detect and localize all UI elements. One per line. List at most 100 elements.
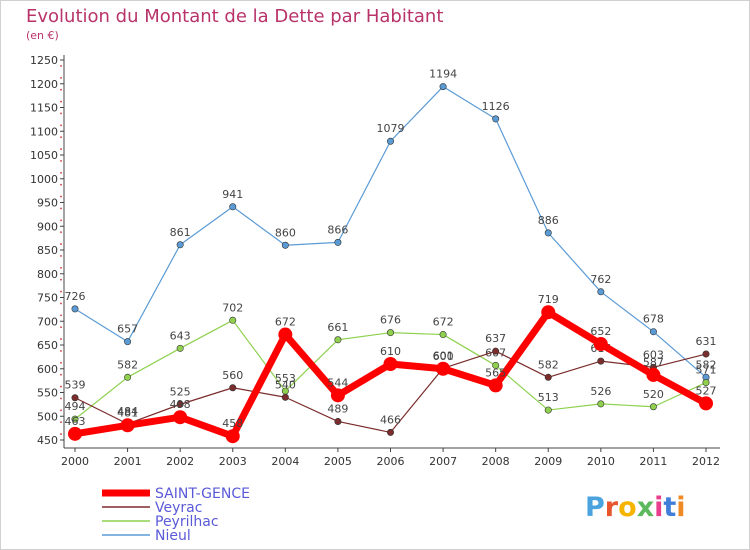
data-point-peyrilhac xyxy=(71,415,79,423)
data-point-saint-gence xyxy=(120,418,135,433)
data-label-nieul: 1126 xyxy=(482,100,510,113)
x-tick-label: 2005 xyxy=(324,455,352,468)
data-label-saint-gence: 458 xyxy=(222,417,243,430)
y-minor-tick xyxy=(60,231,62,234)
y-minor-tick xyxy=(60,243,62,245)
data-point-peyrilhac xyxy=(334,336,342,344)
y-minor-tick xyxy=(60,160,62,162)
series-nieul: 726 657 861 941 860 866 1079 1194 1126 886 762 678 5… xyxy=(65,68,717,381)
y-minor-tick xyxy=(60,350,62,352)
data-label-peyrilhac: 672 xyxy=(433,316,454,329)
x-tick-label: 2007 xyxy=(429,455,457,468)
y-minor-tick xyxy=(60,266,62,269)
data-label-saint-gence: 652 xyxy=(590,325,611,338)
data-point-peyrilhac xyxy=(124,373,132,381)
proxiti-logo: Proxiti xyxy=(585,492,686,523)
data-point-veyrac xyxy=(281,393,289,401)
data-point-saint-gence xyxy=(225,429,240,444)
data-point-nieul xyxy=(439,83,447,91)
y-minor-tick xyxy=(60,76,62,79)
data-point-peyrilhac xyxy=(492,361,500,369)
data-point-saint-gence xyxy=(278,327,293,342)
y-tick-label: 700 xyxy=(37,315,58,328)
data-label-veyrac: 637 xyxy=(485,332,506,345)
data-point-peyrilhac xyxy=(229,316,237,324)
y-minor-tick xyxy=(60,124,62,127)
data-point-nieul xyxy=(176,241,184,249)
y-minor-tick xyxy=(60,255,62,257)
y-tick-label: 1000 xyxy=(30,173,58,186)
data-label-veyrac: 601 xyxy=(433,349,454,362)
data-label-saint-gence: 719 xyxy=(538,293,559,306)
data-point-nieul xyxy=(71,305,79,313)
y-minor-tick xyxy=(60,65,62,67)
data-point-nieul xyxy=(124,338,132,346)
data-point-veyrac xyxy=(492,347,500,355)
data-label-saint-gence: 587 xyxy=(643,356,664,369)
data-label-veyrac: 540 xyxy=(275,378,296,391)
x-tick-label: 2008 xyxy=(482,455,510,468)
y-minor-tick xyxy=(60,433,62,435)
y-minor-tick xyxy=(60,88,62,91)
y-tick-label: 550 xyxy=(37,387,58,400)
data-label-saint-gence: 600 xyxy=(433,350,454,363)
y-minor-tick xyxy=(60,326,62,329)
series-saint-gence: 463 481 498 458 672 544 610 600 565 719 652 587 527 xyxy=(65,293,717,444)
data-point-saint-gence xyxy=(646,367,661,382)
y-tick-label: 1100 xyxy=(30,125,58,138)
x-tick-label: 2011 xyxy=(639,455,667,468)
x-tick-label: 2010 xyxy=(587,455,615,468)
data-label-nieul: 860 xyxy=(275,226,296,239)
x-tick-label: 2009 xyxy=(534,455,562,468)
data-label-nieul: 678 xyxy=(643,313,664,326)
data-label-nieul: 941 xyxy=(222,188,243,201)
data-point-peyrilhac xyxy=(386,329,394,337)
data-label-peyrilhac: 571 xyxy=(696,364,717,377)
data-label-veyrac: 484 xyxy=(117,405,138,418)
x-tick-label: 2000 xyxy=(61,455,89,468)
data-label-nieul: 1079 xyxy=(377,122,405,135)
data-point-saint-gence xyxy=(488,378,503,393)
x-tick-label: 2012 xyxy=(692,455,720,468)
data-label-veyrac: 539 xyxy=(65,379,86,392)
logo-letter: o xyxy=(618,492,637,523)
data-label-nieul: 726 xyxy=(65,290,86,303)
data-point-nieul xyxy=(597,288,605,296)
y-minor-tick xyxy=(60,207,62,210)
y-tick-label: 850 xyxy=(37,244,58,257)
data-point-veyrac xyxy=(702,350,710,358)
y-minor-tick xyxy=(60,171,62,174)
data-point-veyrac xyxy=(544,373,552,381)
y-tick-label: 650 xyxy=(37,339,58,352)
data-label-nieul: 861 xyxy=(170,226,191,239)
y-tick-label: 1150 xyxy=(30,102,58,115)
x-tick-label: 2003 xyxy=(219,455,247,468)
data-label-peyrilhac: 494 xyxy=(65,400,86,413)
data-point-nieul xyxy=(492,115,500,123)
data-label-peyrilhac: 702 xyxy=(222,301,243,314)
y-tick-label: 950 xyxy=(37,197,58,210)
data-label-saint-gence: 672 xyxy=(275,316,296,329)
data-label-veyrac: 466 xyxy=(380,413,401,426)
data-label-veyrac: 603 xyxy=(643,348,664,361)
x-tick-label: 2001 xyxy=(114,455,142,468)
data-label-saint-gence: 481 xyxy=(117,406,138,419)
data-point-nieul xyxy=(649,328,657,336)
data-label-saint-gence: 527 xyxy=(696,384,717,397)
data-point-peyrilhac xyxy=(176,344,184,352)
logo-letter: x xyxy=(637,492,654,523)
data-point-veyrac xyxy=(597,357,605,365)
data-point-saint-gence xyxy=(173,410,188,425)
data-label-peyrilhac: 513 xyxy=(538,391,559,404)
data-label-veyrac: 560 xyxy=(222,369,243,382)
data-point-saint-gence xyxy=(383,357,398,371)
data-point-veyrac xyxy=(176,400,184,408)
data-label-nieul: 1194 xyxy=(429,68,457,81)
y-tick-label: 750 xyxy=(37,292,58,305)
data-label-peyrilhac: 676 xyxy=(380,314,401,327)
data-point-saint-gence xyxy=(593,337,608,352)
logo-letter: t xyxy=(663,492,676,523)
legend-label-peyrilhac: Peyrilhac xyxy=(155,514,219,530)
